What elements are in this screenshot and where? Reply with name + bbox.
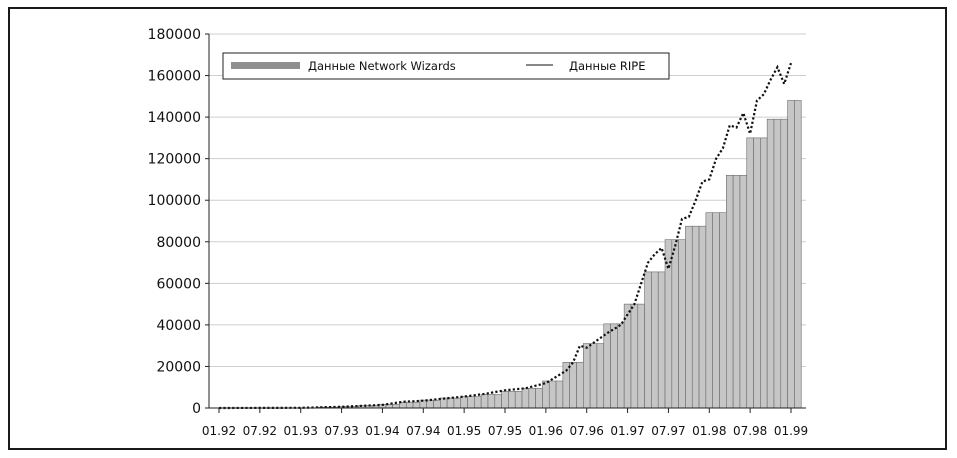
x-tick-label: 07.98 [733, 424, 767, 438]
bar [548, 380, 557, 409]
bar [535, 387, 543, 409]
bar [589, 343, 598, 409]
bar [542, 380, 550, 409]
bar [739, 174, 748, 409]
bar [494, 394, 502, 409]
x-axis: 01.92 07.92 01.93 07.93 01.94 07.94 01.95 07.95… [202, 407, 808, 438]
bar [671, 239, 679, 409]
x-tick-label: 07.92 [243, 424, 277, 438]
bar [569, 361, 577, 409]
bar [732, 174, 741, 409]
bar [453, 397, 462, 409]
x-tick-label: 07.93 [324, 424, 358, 438]
legend: Данные Network Wizards Данные RIPE [222, 52, 670, 80]
bar [637, 303, 645, 409]
y-tick-label: 80000 [156, 235, 201, 251]
chart-frame: 0 20000 40000 60000 80000 100000 120000 140000 1… [8, 7, 947, 450]
x-tick-label: 01.96 [529, 424, 563, 438]
x-tick-label: 07.97 [651, 424, 685, 438]
bar [773, 118, 782, 409]
y-axis: 0 20000 40000 60000 80000 100000 120000 140000 1… [148, 27, 210, 417]
bar [644, 271, 652, 409]
bar [664, 239, 673, 409]
bar [521, 387, 530, 409]
x-tick-label: 01.95 [447, 424, 481, 438]
bar [719, 212, 727, 409]
bar [528, 387, 536, 409]
x-tick-label: 01.97 [610, 424, 644, 438]
bar [787, 100, 795, 409]
x-tick-label: 07.95 [488, 424, 522, 438]
bar [794, 100, 802, 409]
bar [583, 343, 591, 409]
y-tick-label: 180000 [148, 27, 201, 43]
bar [651, 271, 659, 409]
bar [780, 118, 788, 409]
bar [617, 323, 625, 409]
legend-swatch-bars [231, 62, 300, 69]
bar [467, 396, 475, 409]
growth-chart: 0 20000 40000 60000 80000 100000 120000 140000 1… [148, 27, 809, 438]
bar [514, 391, 523, 409]
x-tick-label: 01.98 [692, 424, 726, 438]
y-tick-label: 100000 [148, 193, 201, 209]
legend-label-line: Данные RIPE [569, 59, 645, 73]
y-tick-label: 160000 [148, 69, 201, 85]
y-tick-label: 140000 [148, 110, 201, 126]
bar [555, 380, 564, 409]
bar [657, 271, 666, 409]
bar [501, 391, 509, 409]
bar [576, 361, 584, 409]
y-tick-label: 40000 [156, 318, 201, 334]
x-tick-label: 07.94 [406, 424, 440, 438]
y-tick-label: 60000 [156, 276, 201, 292]
bar [753, 137, 761, 409]
bar [705, 212, 713, 409]
y-tick-label: 20000 [156, 359, 201, 375]
bar [712, 212, 720, 409]
legend-label-bars: Данные Network Wizards [308, 59, 456, 73]
bar [685, 225, 693, 409]
x-tick-label: 01.99 [774, 424, 808, 438]
ripe-line [218, 62, 793, 410]
bar [596, 343, 605, 409]
bar [698, 225, 707, 409]
bar [487, 394, 496, 409]
x-tick-label: 01.94 [365, 424, 399, 438]
y-tick-label: 0 [192, 401, 201, 417]
bar [474, 396, 482, 409]
bar [766, 118, 775, 409]
bar [412, 401, 421, 409]
bar [460, 396, 468, 409]
bar [678, 239, 686, 409]
bar [726, 174, 734, 409]
y-tick-label: 120000 [148, 152, 201, 168]
x-tick-label: 01.93 [284, 424, 318, 438]
bar [610, 323, 618, 409]
bar [630, 303, 639, 409]
bar [480, 394, 489, 409]
x-tick-label: 07.96 [570, 424, 604, 438]
bar [691, 225, 700, 409]
bar [446, 397, 455, 409]
bar [760, 137, 768, 409]
x-tick-label: 01.92 [202, 424, 236, 438]
bar [392, 403, 400, 409]
bar [433, 399, 441, 409]
bar [508, 391, 516, 409]
bar [405, 401, 414, 409]
bar [603, 323, 611, 409]
bar [746, 137, 754, 409]
line-series [218, 62, 793, 410]
